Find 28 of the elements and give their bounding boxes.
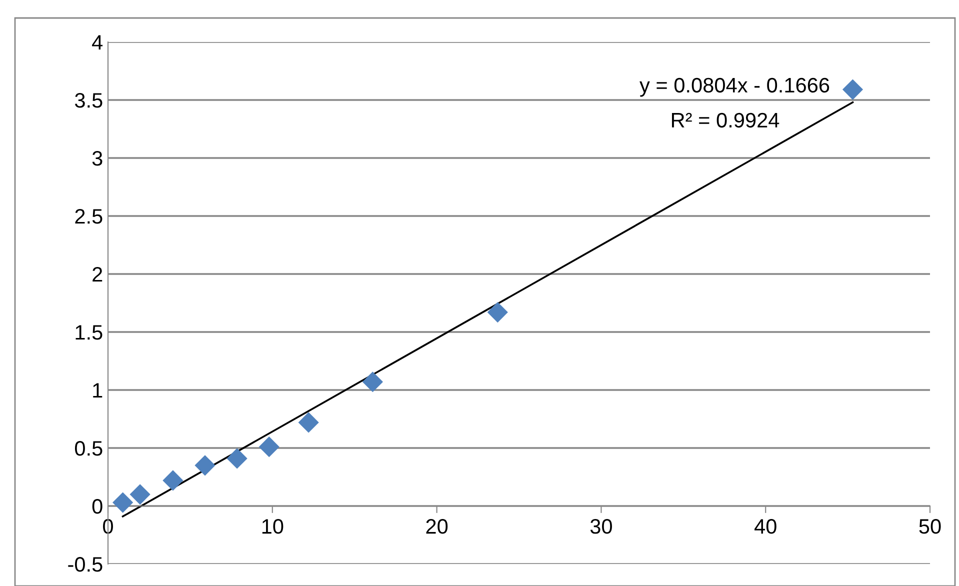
point bbox=[226, 448, 248, 469]
point bbox=[362, 372, 383, 392]
y-tick-label: 3 bbox=[92, 151, 102, 166]
point bbox=[298, 412, 319, 433]
annotation: y = 0.0804x - 0.1666 bbox=[640, 78, 830, 97]
y-tick-label: 1 bbox=[93, 383, 102, 398]
y-tick-label: 1.5 bbox=[76, 325, 102, 340]
y-tick-label: 3.5 bbox=[74, 93, 102, 108]
y-tick-label: 0.5 bbox=[74, 441, 102, 456]
x-tick-label: 10 bbox=[262, 519, 284, 534]
point bbox=[130, 484, 150, 505]
point bbox=[842, 79, 864, 100]
y-tick-label: 2.5 bbox=[75, 209, 102, 224]
x-tick-label: 0 bbox=[103, 519, 113, 534]
x-tick-label: 40 bbox=[754, 519, 776, 534]
y-tick-label: 0 bbox=[92, 499, 102, 514]
x-tick-label: 50 bbox=[919, 519, 941, 534]
point bbox=[112, 492, 134, 513]
y-tick-label: -0.5 bbox=[68, 557, 102, 572]
x-tick-label: 20 bbox=[426, 519, 448, 534]
annotation: R² = 0.9924 bbox=[672, 112, 780, 128]
y-tick-label: 4 bbox=[92, 35, 103, 50]
point bbox=[258, 436, 280, 458]
point bbox=[487, 302, 508, 323]
y-tick-label: 2 bbox=[92, 267, 102, 282]
x-tick-label: 30 bbox=[590, 519, 612, 534]
point bbox=[194, 455, 216, 476]
point bbox=[162, 470, 184, 491]
